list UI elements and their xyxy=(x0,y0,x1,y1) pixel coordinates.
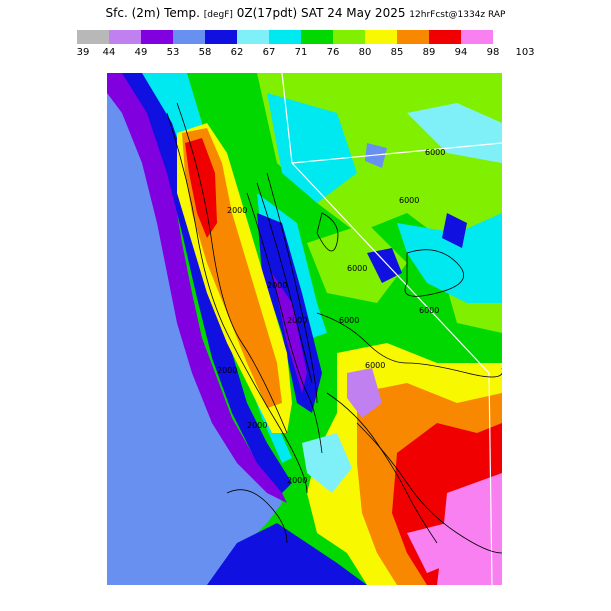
contour-label: 6000 xyxy=(347,264,367,273)
color-swatch xyxy=(429,30,461,44)
contour-label: 2000 xyxy=(247,421,267,430)
contour-label: 6000 xyxy=(419,306,439,315)
contour-label: 2000 xyxy=(227,206,247,215)
contour-lines xyxy=(166,102,502,554)
title-forecast: 12hrFcst@1334z RAP xyxy=(409,10,506,20)
color-scale-tick-label: 98 xyxy=(486,47,500,58)
color-swatch xyxy=(461,30,493,44)
color-scale-tick-label: 62 xyxy=(230,47,244,58)
color-scale-tick-label: 94 xyxy=(454,47,468,58)
title-units: [degF] xyxy=(203,10,233,20)
color-scale-tick-label: 80 xyxy=(358,47,372,58)
color-scale-tick-label: 49 xyxy=(134,47,148,58)
temperature-map: 6000 6000 6000 6000 6000 6000 2000 2000 … xyxy=(107,73,502,585)
color-scale-tick-label: 89 xyxy=(422,47,436,58)
color-swatch xyxy=(205,30,237,44)
color-swatch xyxy=(173,30,205,44)
color-swatch xyxy=(109,30,141,44)
color-scale-ticks: 39 44 49 53 58 62 67 71 76 80 85 89 94 98 103 xyxy=(0,47,611,61)
socal-coast-58 xyxy=(207,523,367,585)
coastal-band xyxy=(107,73,287,503)
color-scale-tick-label: 39 xyxy=(76,47,90,58)
central-valley-89 xyxy=(185,138,217,238)
color-swatch xyxy=(301,30,333,44)
color-scale-tick-label: 103 xyxy=(515,47,535,58)
contour-label: 6000 xyxy=(425,148,445,157)
temp-zone-58-cold-spot-b xyxy=(442,213,467,248)
color-swatch xyxy=(141,30,173,44)
contour-label: 2000 xyxy=(287,476,307,485)
temp-zone-58-cold-spot xyxy=(367,248,402,283)
temp-zone-62 xyxy=(407,103,502,163)
color-scale-tick-label: 85 xyxy=(390,47,404,58)
color-swatch xyxy=(269,30,301,44)
map-title: Sfc. (2m) Temp. [degF] 0Z(17pdt) SAT 24 … xyxy=(0,6,611,20)
color-scale-bar xyxy=(77,30,493,44)
contour-label: 6000 xyxy=(339,316,359,325)
temp-zone-62-spot xyxy=(435,113,452,133)
color-scale-tick-label: 53 xyxy=(166,47,180,58)
color-swatch xyxy=(237,30,269,44)
color-scale-tick-label: 67 xyxy=(262,47,276,58)
color-swatch xyxy=(333,30,365,44)
color-scale-tick-label: 58 xyxy=(198,47,212,58)
color-swatch xyxy=(365,30,397,44)
color-scale-tick-label: 44 xyxy=(102,47,116,58)
mountain-zone-44 xyxy=(347,368,382,418)
contour-label: 6000 xyxy=(399,196,419,205)
contour-label-group: 6000 6000 6000 6000 6000 6000 2000 2000 … xyxy=(217,148,445,485)
temp-zone-67b xyxy=(397,213,502,303)
coastal-range-62 xyxy=(302,433,352,493)
color-scale-tick-label: 71 xyxy=(294,47,308,58)
color-scale-tick-label: 76 xyxy=(326,47,340,58)
state-boundaries xyxy=(281,73,502,585)
contour-label: 2000 xyxy=(287,316,307,325)
contour-label: 2000 xyxy=(217,366,237,375)
temp-zone-49-sierra xyxy=(272,273,307,393)
color-swatch xyxy=(77,30,109,44)
desert-zone-94b xyxy=(407,523,452,573)
color-swatch xyxy=(397,30,429,44)
map-svg: 6000 6000 6000 6000 6000 6000 2000 2000 … xyxy=(107,73,502,585)
temp-zone-67 xyxy=(267,93,357,203)
title-valid-time: 0Z(17pdt) SAT 24 May 2025 xyxy=(236,6,406,20)
title-main: Sfc. (2m) Temp. xyxy=(105,6,200,20)
contour-label: 2000 xyxy=(267,281,287,290)
desert-zone-94 xyxy=(437,473,502,585)
contour-label: 6000 xyxy=(365,361,385,370)
